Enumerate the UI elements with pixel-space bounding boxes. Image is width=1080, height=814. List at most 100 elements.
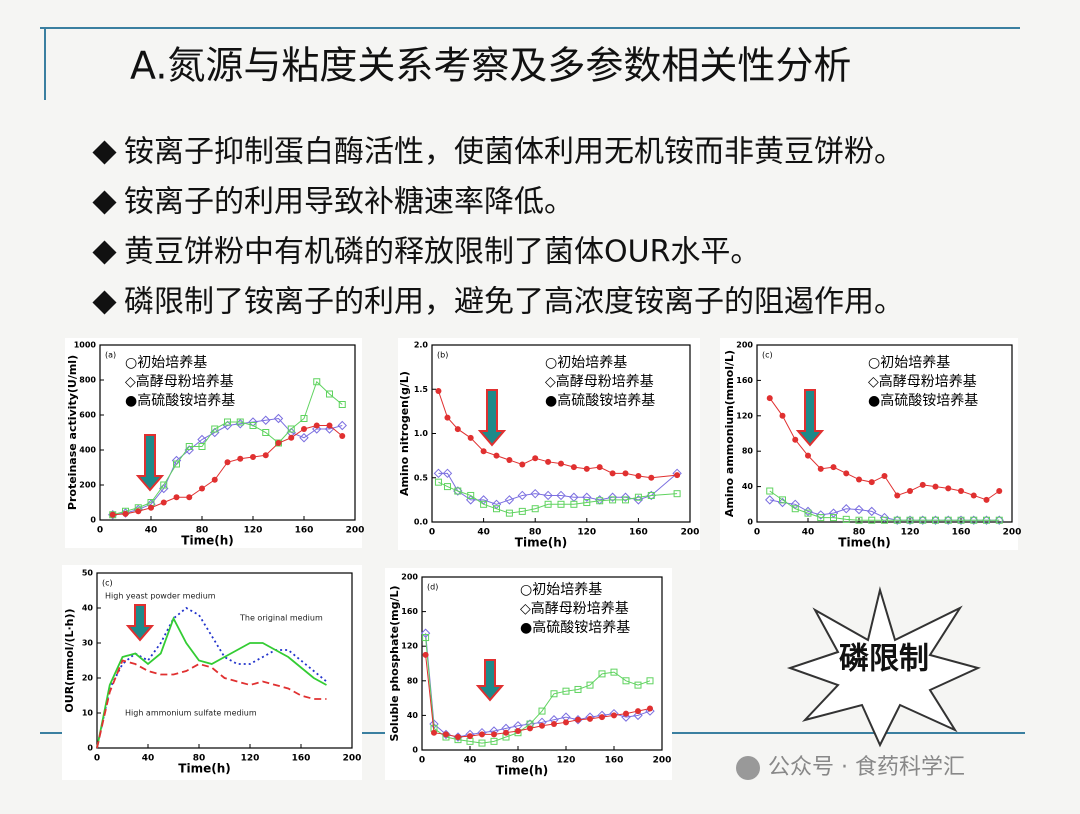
y-tick-label: 600 <box>79 411 96 420</box>
bullet-text: 磷限制了铵离子的利用，避免了高浓度铵离子的阻遏作用。 <box>124 285 904 320</box>
chart-background <box>62 565 362 780</box>
point <box>186 494 193 501</box>
point <box>262 429 270 436</box>
point <box>563 719 569 726</box>
point <box>299 433 309 443</box>
x-axis-label: Time(h) <box>178 762 230 776</box>
point <box>893 516 901 524</box>
point <box>422 634 430 642</box>
point <box>622 496 629 504</box>
y-axis-label: Proteinase activity(U/ml) <box>66 355 79 510</box>
point <box>674 472 681 479</box>
point <box>444 414 451 421</box>
y-tick-label: 80 <box>407 676 419 685</box>
point <box>480 500 488 508</box>
point <box>647 705 653 712</box>
point <box>135 508 142 515</box>
point <box>262 452 269 459</box>
point <box>531 505 539 513</box>
x-tick-label: 0 <box>97 526 103 536</box>
point <box>932 516 939 524</box>
point <box>237 455 244 462</box>
chart: 0 40 80 120 160 200 0 40 80 120 160 200 (c) Time(h) Am… <box>720 338 1021 550</box>
point <box>868 479 875 486</box>
x-tick-label: 160 <box>605 756 624 766</box>
y-tick-label: 20 <box>82 674 94 683</box>
point <box>570 500 578 508</box>
plot-frame <box>421 576 663 751</box>
point <box>610 668 618 676</box>
panel-label: (d) <box>427 583 438 592</box>
bullet-list: 铵离子抑制蛋白酶活性，使菌体利用无机铵而非黄豆饼粉。铵离子的利用导致补糖速率降低… <box>92 135 904 320</box>
y-axis-label: Amino ammonium(mmol/L) <box>723 350 736 517</box>
x-tick-label: 40 <box>464 756 477 766</box>
point <box>211 476 218 483</box>
y-tick-label: 0.5 <box>414 473 429 482</box>
point <box>506 457 513 464</box>
point <box>273 413 284 424</box>
y-tick-label: 1000 <box>74 341 97 350</box>
point <box>611 712 617 719</box>
bullet-text: 黄豆饼粉中有机磷的释放限制了菌体OUR水平。 <box>124 235 760 270</box>
slide-title: A.氮源与粘度关系考察及多参数相关性分析 <box>130 44 851 88</box>
point <box>173 494 180 501</box>
point <box>420 628 431 638</box>
point <box>983 516 990 524</box>
point <box>532 455 539 462</box>
point <box>211 425 219 433</box>
point <box>518 507 526 515</box>
y-tick-label: 120 <box>736 411 753 420</box>
y-tick-label: 2.0 <box>414 341 429 350</box>
point <box>433 468 444 479</box>
point <box>250 454 256 460</box>
x-tick-label: 120 <box>901 528 920 538</box>
point <box>490 737 498 745</box>
point <box>599 714 605 721</box>
point <box>841 504 851 514</box>
point <box>995 516 1003 524</box>
legend-entry: ◇高酵母粉培养基 <box>545 373 654 390</box>
series-line <box>112 380 343 516</box>
y-tick-label: 0 <box>412 746 418 755</box>
point <box>493 505 500 513</box>
x-tick-label: 0 <box>419 756 425 766</box>
arrow <box>477 389 507 447</box>
legend-entry: ○初始培养基 <box>868 354 950 371</box>
y-tick-label: 80 <box>742 447 754 456</box>
point <box>586 681 594 689</box>
x-axis-label: Time(h) <box>515 536 567 550</box>
y-tick-label: 1.5 <box>414 385 429 394</box>
y-tick-label: 400 <box>79 446 96 455</box>
point <box>467 491 475 499</box>
y-tick-label: 50 <box>82 569 94 578</box>
point <box>957 516 965 524</box>
point <box>574 685 582 693</box>
point <box>944 516 952 524</box>
point <box>545 458 552 465</box>
legend-entry: ◇高酵母粉培养基 <box>520 600 629 617</box>
x-tick-label: 200 <box>346 526 365 536</box>
point <box>288 434 295 441</box>
legend-entry: ●高硫酸铵培养基 <box>545 392 655 409</box>
point <box>646 677 654 685</box>
bullet-text: 铵离子抑制蛋白酶活性，使菌体利用无机铵而非黄豆饼粉。 <box>124 135 904 170</box>
point <box>633 710 643 721</box>
point <box>867 506 877 517</box>
point <box>443 483 451 491</box>
point <box>587 715 593 722</box>
series-label: The original medium <box>239 614 323 623</box>
x-tick-label: 80 <box>196 526 209 536</box>
watermark: 公众号 · 食药科学汇 <box>768 755 965 780</box>
series-line <box>425 637 651 744</box>
y-axis-label: OUR(mmol/(L·h)) <box>63 608 76 712</box>
point <box>623 710 629 717</box>
point <box>443 731 449 738</box>
point <box>185 443 193 450</box>
y-tick-label: 200 <box>401 573 418 582</box>
point <box>817 465 824 472</box>
badge-burst <box>786 586 981 748</box>
legend-entry: ●高硫酸铵培养基 <box>868 392 978 409</box>
x-tick-label: 0 <box>754 528 760 538</box>
x-axis-label: Time(h) <box>496 764 548 778</box>
point <box>843 470 850 477</box>
